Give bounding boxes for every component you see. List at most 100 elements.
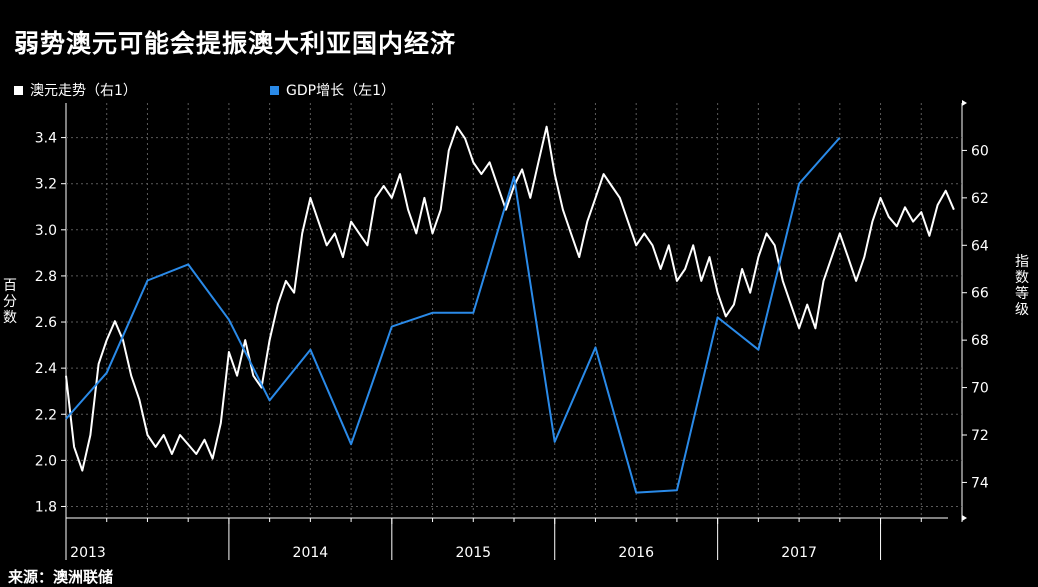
data-point-aud [81, 470, 83, 472]
y-right-tick-label: 74 [971, 475, 989, 491]
x-tick-label: 2017 [781, 545, 817, 561]
data-point-aud [806, 304, 808, 306]
y-right-tick-label: 64 [971, 238, 989, 254]
data-point-aud [73, 446, 75, 448]
data-point-aud [521, 168, 523, 170]
y-right-tick-label: 66 [971, 286, 989, 302]
data-point-aud [888, 216, 890, 218]
data-point-aud [643, 232, 645, 234]
data-point-aud [244, 339, 246, 341]
data-point-aud [285, 280, 287, 282]
y-left-tick-label: 1.8 [35, 499, 57, 515]
data-point-aud [717, 292, 719, 294]
data-point-aud [554, 173, 556, 175]
data-point-aud [391, 197, 393, 199]
data-point-aud [757, 256, 759, 258]
data-point-aud [749, 292, 751, 294]
data-point-aud [98, 363, 100, 365]
y-right-tick-label: 60 [971, 143, 989, 159]
data-point-aud [945, 190, 947, 192]
data-point-aud [146, 434, 148, 436]
data-point-aud [464, 138, 466, 140]
data-point-aud [627, 221, 629, 223]
x-tick-label: 2016 [618, 545, 654, 561]
data-point-aud [823, 280, 825, 282]
data-point-aud [708, 256, 710, 258]
data-point-aud [497, 185, 499, 187]
legend-swatch-aud [14, 85, 23, 95]
data-point-aud [407, 209, 409, 211]
data-point-gdp [227, 318, 230, 321]
data-point-aud [277, 304, 279, 306]
y-right-tick-label: 70 [971, 381, 989, 397]
data-point-aud [171, 453, 173, 455]
data-point-gdp [268, 399, 271, 402]
data-point-aud [937, 204, 939, 206]
data-point-aud [415, 232, 417, 234]
data-point-aud [448, 149, 450, 151]
data-point-aud [163, 434, 165, 436]
data-point-aud [684, 268, 686, 270]
data-point-gdp [309, 348, 312, 351]
data-point-aud [122, 339, 124, 341]
data-point-aud [651, 244, 653, 246]
y-axis-left-label: 百分数 [3, 278, 17, 326]
data-point-gdp [594, 346, 597, 349]
y-left-tick-label: 3.0 [35, 223, 57, 239]
data-point-aud [766, 232, 768, 234]
chart-title: 弱势澳元可能会提振澳大利亚国内经济 [14, 29, 457, 58]
data-point-aud [928, 235, 930, 237]
data-point-aud [301, 232, 303, 234]
data-point-aud [635, 244, 637, 246]
data-point-aud [383, 185, 385, 187]
data-point-aud [318, 221, 320, 223]
data-point-gdp [838, 136, 841, 139]
data-point-aud [440, 209, 442, 211]
data-point-aud [155, 446, 157, 448]
data-point-aud [309, 197, 311, 199]
data-point-aud [847, 256, 849, 258]
data-point-gdp [350, 443, 353, 446]
data-point-aud [65, 375, 67, 377]
data-point-aud [399, 173, 401, 175]
data-point-aud [350, 221, 352, 223]
data-point-aud [586, 221, 588, 223]
data-point-aud [920, 211, 922, 213]
y-left-tick-label: 3.4 [35, 131, 57, 147]
data-point-aud [676, 280, 678, 282]
data-point-gdp [757, 348, 760, 351]
data-point-aud [692, 244, 694, 246]
series-line-aud [65, 125, 955, 472]
data-point-aud [269, 339, 271, 341]
data-point-aud [138, 398, 140, 400]
y-left-tick-label: 2.6 [35, 315, 57, 331]
data-point-aud [594, 197, 596, 199]
data-point-aud [912, 221, 914, 223]
data-point-aud [546, 126, 548, 128]
legend-item-gdp: GDP增长（左1） [270, 80, 395, 100]
data-point-aud [334, 232, 336, 234]
legend-label-aud: 澳元走势（右1） [30, 83, 137, 99]
y-left-tick-label: 3.2 [35, 177, 57, 193]
y-axis-right-label: 指数等级 [1015, 254, 1029, 318]
source-note: 来源：澳洲联储 [8, 568, 114, 586]
data-point-aud [293, 292, 295, 294]
data-point-aud [562, 209, 564, 211]
x-tick-label: 2015 [455, 545, 491, 561]
y-axis-right-arrow [962, 100, 967, 106]
data-point-aud [953, 209, 955, 211]
y-left-tick-label: 2.0 [35, 453, 57, 469]
data-point-gdp [513, 175, 516, 178]
data-point-gdp [146, 279, 149, 282]
y-right-tick-label: 72 [971, 428, 989, 444]
data-point-aud [326, 244, 328, 246]
data-point-gdp [635, 491, 638, 494]
data-point-aud [358, 232, 360, 234]
data-point-aud [839, 232, 841, 234]
data-point-aud [114, 320, 116, 322]
y-left-tick-label: 2.8 [35, 269, 57, 285]
data-point-aud [342, 256, 344, 258]
x-tick-label: 2014 [293, 545, 329, 561]
data-point-aud [472, 161, 474, 163]
